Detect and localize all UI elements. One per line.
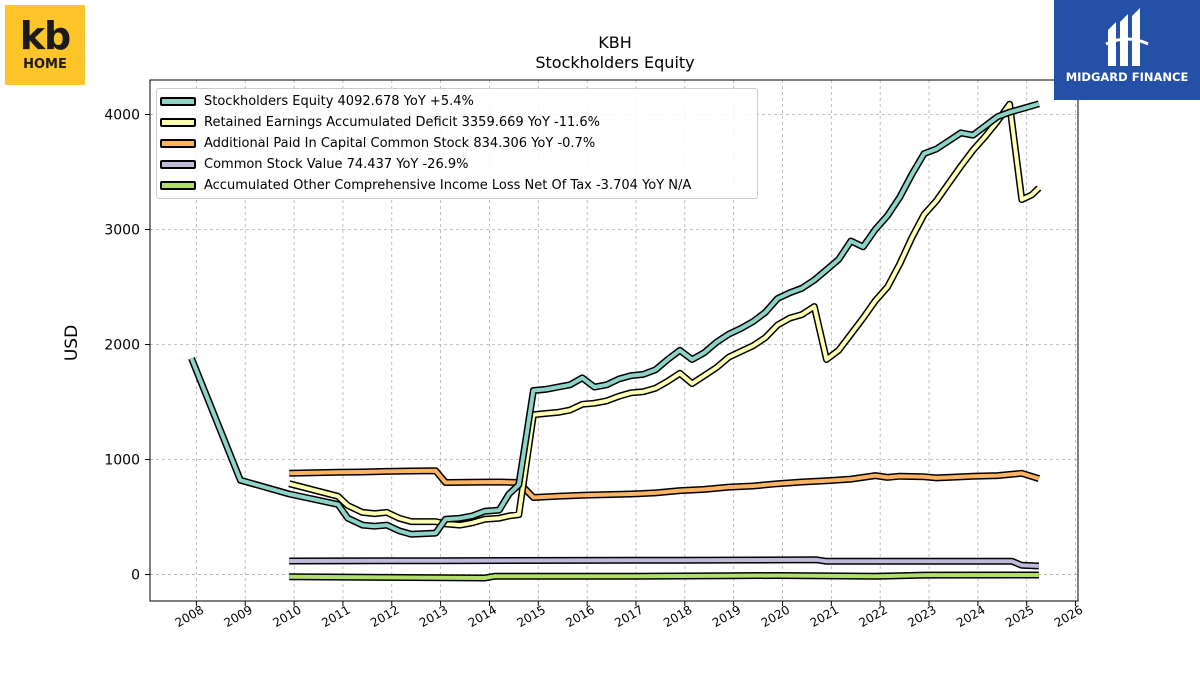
- x-tick-label: 2009: [222, 603, 255, 630]
- series-line-stockholders-equity: [189, 101, 1040, 537]
- logo-home-text: HOME: [23, 57, 67, 72]
- x-tick-label: 2010: [270, 603, 303, 630]
- y-tick-label: 3000: [104, 223, 140, 239]
- legend-item-retained-earnings: Retained Earnings Accumulated Deficit 33…: [160, 113, 600, 131]
- legend-label: Stockholders Equity 4092.678 YoY +5.4%: [204, 93, 474, 109]
- logo-kb-text: kb: [19, 14, 71, 58]
- series-line-retained-earnings-accumulated-deficit: [288, 102, 1041, 528]
- midgard-brand-name: MIDGARD FINANCE: [1065, 70, 1189, 84]
- y-tick-label: 4000: [104, 108, 140, 124]
- x-tick-label: 2026: [1052, 603, 1085, 630]
- legend-label: Retained Earnings Accumulated Deficit 33…: [204, 114, 601, 130]
- x-tick-label: 2018: [661, 603, 694, 630]
- series-line-accumulated-other-comprehensive-income-loss-net-of-tax: [289, 573, 1039, 580]
- x-tick-label: 2021: [808, 603, 841, 630]
- x-tick-label: 2015: [515, 603, 548, 630]
- y-tick-label: 2000: [104, 338, 140, 354]
- x-tick-label: 2012: [368, 603, 401, 630]
- legend-item-accumulated-oci: Accumulated Other Comprehensive Income L…: [160, 176, 691, 194]
- y-tick-label: 0: [131, 568, 140, 584]
- x-tick-label: 2020: [759, 603, 792, 630]
- x-tick-label: 2013: [417, 603, 450, 630]
- x-tick-label: 2014: [466, 603, 499, 630]
- midgard-mark-icon: [1105, 8, 1149, 66]
- legend-label: Common Stock Value 74.437 YoY -26.9%: [204, 156, 469, 172]
- y-tick-label: 1000: [104, 453, 140, 469]
- x-tick-label: 2025: [1003, 603, 1036, 630]
- x-tick-label: 2016: [563, 603, 596, 630]
- x-tick-label: 2019: [710, 603, 743, 630]
- x-tick-label: 2024: [954, 603, 987, 630]
- series-line-additional-paid-in-capital-common-stock: [289, 468, 1040, 500]
- x-tick-label: 2017: [612, 603, 645, 630]
- legend-item-common-stock-value: Common Stock Value 74.437 YoY -26.9%: [160, 155, 468, 173]
- legend-swatch: [160, 96, 196, 106]
- chart-title: KBH: [598, 33, 632, 52]
- series-line-common-stock-value: [289, 557, 1039, 568]
- x-tick-label: 2023: [905, 603, 938, 630]
- legend-swatch: [160, 117, 196, 127]
- legend-swatch: [160, 138, 196, 148]
- x-tick-label: 2022: [856, 603, 889, 630]
- legend: Stockholders Equity 4092.678 YoY +5.4% R…: [156, 88, 758, 199]
- legend-swatch: [160, 159, 196, 169]
- legend-label: Additional Paid In Capital Common Stock …: [204, 135, 596, 151]
- legend-label: Accumulated Other Comprehensive Income L…: [204, 177, 692, 193]
- plot-frame: [149, 79, 1079, 602]
- series-lines: [188, 100, 1042, 582]
- legend-swatch: [160, 180, 196, 190]
- legend-item-stockholders-equity: Stockholders Equity 4092.678 YoY +5.4%: [160, 92, 474, 110]
- kb-home-logo: kb HOME: [5, 5, 85, 85]
- legend-item-additional-paid-in-capital: Additional Paid In Capital Common Stock …: [160, 134, 595, 152]
- chart-subtitle: Stockholders Equity: [535, 53, 695, 72]
- x-tick-label: 2011: [319, 603, 352, 630]
- y-axis-label: USD: [62, 324, 82, 362]
- x-tick-label: 2008: [173, 603, 206, 630]
- midgard-finance-logo: MIDGARD FINANCE: [1054, 0, 1200, 100]
